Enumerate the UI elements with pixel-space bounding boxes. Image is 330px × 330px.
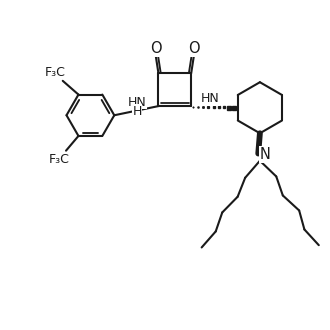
Text: F₃C: F₃C [45,66,65,79]
Text: O: O [188,41,200,56]
Text: HN: HN [128,96,147,109]
Text: N: N [259,147,270,162]
Text: F₃C: F₃C [49,153,69,166]
Text: HN: HN [200,92,219,105]
Text: H: H [132,105,142,118]
Text: O: O [150,41,162,56]
